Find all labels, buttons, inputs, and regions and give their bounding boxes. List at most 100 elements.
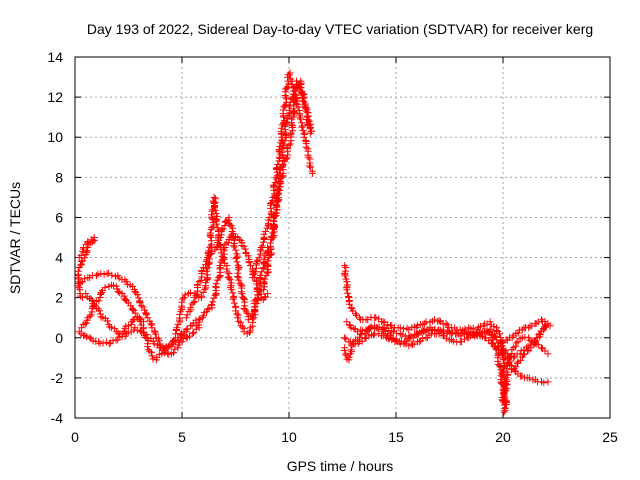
data-point bbox=[269, 229, 277, 237]
data-point bbox=[143, 331, 151, 339]
data-point bbox=[96, 310, 104, 318]
data-point bbox=[136, 299, 144, 307]
data-point bbox=[246, 262, 254, 270]
data-point bbox=[264, 290, 272, 298]
data-point bbox=[100, 270, 108, 278]
data-point bbox=[372, 314, 380, 322]
data-point bbox=[231, 243, 239, 251]
data-point bbox=[412, 323, 420, 331]
data-point bbox=[353, 328, 361, 336]
data-point bbox=[253, 258, 261, 266]
data-point bbox=[223, 268, 231, 276]
data-point bbox=[472, 329, 480, 337]
data-point bbox=[75, 264, 83, 272]
y-tick-label: 10 bbox=[47, 129, 63, 145]
data-point bbox=[81, 275, 89, 283]
data-point bbox=[176, 331, 184, 339]
data-point bbox=[136, 327, 144, 335]
data-point bbox=[115, 333, 123, 341]
data-point bbox=[343, 286, 351, 294]
data-point bbox=[502, 347, 510, 355]
data-point bbox=[171, 345, 179, 353]
plot-frame bbox=[74, 56, 611, 419]
data-point bbox=[285, 80, 293, 88]
data-point bbox=[268, 249, 276, 257]
data-point bbox=[342, 335, 350, 343]
data-point bbox=[279, 142, 287, 150]
data-point bbox=[225, 274, 233, 282]
data-point bbox=[212, 280, 220, 288]
data-point bbox=[525, 374, 533, 382]
data-point bbox=[96, 307, 104, 315]
x-axis-label: GPS time / hours bbox=[287, 458, 394, 474]
data-point bbox=[229, 295, 237, 303]
data-point bbox=[300, 133, 308, 141]
data-point bbox=[488, 328, 496, 336]
data-point bbox=[282, 155, 290, 163]
data-point bbox=[237, 281, 245, 289]
data-point bbox=[121, 296, 129, 304]
data-point bbox=[77, 324, 85, 332]
data-point bbox=[79, 257, 87, 265]
data-point bbox=[279, 162, 287, 170]
data-point bbox=[363, 327, 371, 335]
data-point bbox=[78, 294, 86, 302]
data-point bbox=[208, 248, 216, 256]
y-tick-label: 0 bbox=[55, 330, 63, 346]
data-point bbox=[142, 309, 150, 317]
data-point bbox=[378, 326, 386, 334]
data-point bbox=[139, 303, 147, 311]
data-point bbox=[544, 378, 552, 386]
data-point bbox=[498, 345, 506, 353]
data-point bbox=[109, 337, 117, 345]
data-point bbox=[531, 339, 539, 347]
data-point bbox=[152, 330, 160, 338]
data-point bbox=[142, 311, 150, 319]
data-point bbox=[193, 322, 201, 330]
data-point bbox=[82, 290, 90, 298]
axis-ticks bbox=[74, 56, 611, 419]
data-point bbox=[418, 328, 426, 336]
data-point bbox=[97, 313, 105, 321]
data-point bbox=[383, 330, 391, 338]
data-point bbox=[105, 269, 113, 277]
y-tick-label: 6 bbox=[55, 209, 63, 225]
data-point bbox=[106, 323, 114, 331]
data-point bbox=[297, 83, 305, 91]
data-point bbox=[232, 246, 240, 254]
series-arc-e bbox=[82, 290, 147, 338]
data-point bbox=[83, 333, 91, 341]
data-point bbox=[283, 95, 291, 103]
data-point bbox=[280, 140, 288, 148]
data-point bbox=[230, 242, 238, 250]
data-point bbox=[77, 279, 85, 287]
data-point bbox=[498, 339, 506, 347]
data-point bbox=[350, 325, 358, 333]
data-point bbox=[210, 193, 218, 201]
data-point bbox=[81, 254, 89, 262]
data-point bbox=[206, 250, 214, 258]
data-point bbox=[341, 262, 349, 270]
data-point bbox=[149, 355, 157, 363]
data-point bbox=[107, 324, 115, 332]
data-point bbox=[192, 325, 200, 333]
data-point bbox=[186, 289, 194, 297]
data-point bbox=[340, 346, 348, 354]
data-point bbox=[501, 407, 509, 415]
data-point bbox=[259, 286, 267, 294]
data-point bbox=[288, 122, 296, 130]
data-point bbox=[384, 321, 392, 329]
data-point bbox=[92, 272, 100, 280]
data-point bbox=[150, 340, 158, 348]
data-point bbox=[261, 293, 269, 301]
data-point bbox=[127, 321, 135, 329]
data-point bbox=[245, 259, 253, 267]
data-point bbox=[274, 186, 282, 194]
data-point bbox=[298, 123, 306, 131]
data-point bbox=[489, 339, 497, 347]
data-point bbox=[128, 305, 136, 313]
data-point bbox=[258, 268, 266, 276]
data-point bbox=[105, 340, 113, 348]
data-point bbox=[415, 338, 423, 346]
data-point bbox=[80, 332, 88, 340]
